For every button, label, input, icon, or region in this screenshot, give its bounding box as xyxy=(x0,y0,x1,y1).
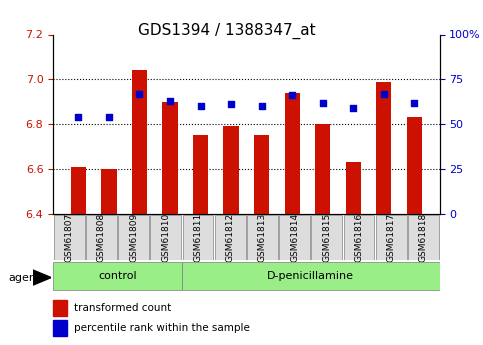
Polygon shape xyxy=(33,270,51,285)
FancyBboxPatch shape xyxy=(183,215,213,259)
Point xyxy=(411,100,418,106)
Text: GSM61815: GSM61815 xyxy=(322,213,331,262)
Bar xyxy=(315,124,330,214)
Text: GSM61808: GSM61808 xyxy=(97,213,106,262)
Bar xyxy=(284,93,300,214)
FancyBboxPatch shape xyxy=(408,215,439,259)
Bar xyxy=(162,102,178,214)
Bar xyxy=(376,81,391,214)
FancyBboxPatch shape xyxy=(182,262,440,290)
FancyBboxPatch shape xyxy=(86,215,117,259)
Bar xyxy=(407,117,422,214)
Text: GSM61817: GSM61817 xyxy=(387,213,396,262)
Text: GDS1394 / 1388347_at: GDS1394 / 1388347_at xyxy=(138,22,316,39)
Text: agent: agent xyxy=(9,273,41,283)
Text: GSM61814: GSM61814 xyxy=(290,213,299,262)
Bar xyxy=(193,135,208,214)
Text: GSM61813: GSM61813 xyxy=(258,213,267,262)
Bar xyxy=(101,169,116,214)
FancyBboxPatch shape xyxy=(53,262,182,290)
FancyBboxPatch shape xyxy=(279,215,310,259)
Point xyxy=(380,91,388,97)
Bar xyxy=(254,135,269,214)
Text: percentile rank within the sample: percentile rank within the sample xyxy=(74,323,250,333)
Bar xyxy=(71,167,86,214)
FancyBboxPatch shape xyxy=(150,215,181,259)
FancyBboxPatch shape xyxy=(247,215,278,259)
Point xyxy=(227,102,235,107)
Text: transformed count: transformed count xyxy=(74,303,171,313)
Bar xyxy=(53,300,68,316)
Point xyxy=(74,114,82,120)
Point xyxy=(349,105,357,111)
Text: GSM61810: GSM61810 xyxy=(161,213,170,262)
Text: GSM61807: GSM61807 xyxy=(65,213,74,262)
Text: GSM61816: GSM61816 xyxy=(355,213,364,262)
FancyBboxPatch shape xyxy=(54,215,85,259)
Bar xyxy=(132,70,147,214)
Point xyxy=(258,104,266,109)
FancyBboxPatch shape xyxy=(215,215,246,259)
FancyBboxPatch shape xyxy=(343,215,374,259)
FancyBboxPatch shape xyxy=(376,215,407,259)
Point xyxy=(319,100,327,106)
Text: GSM61812: GSM61812 xyxy=(226,213,235,262)
Bar xyxy=(346,162,361,214)
Point xyxy=(105,114,113,120)
FancyBboxPatch shape xyxy=(312,215,342,259)
Text: GSM61818: GSM61818 xyxy=(419,213,428,262)
Bar xyxy=(53,320,68,336)
Point xyxy=(166,98,174,104)
Text: GSM61809: GSM61809 xyxy=(129,213,138,262)
Text: GSM61811: GSM61811 xyxy=(194,213,202,262)
Point xyxy=(136,91,143,97)
Bar xyxy=(224,126,239,214)
Text: control: control xyxy=(98,271,137,281)
Point xyxy=(197,104,204,109)
FancyBboxPatch shape xyxy=(118,215,149,259)
Text: D-penicillamine: D-penicillamine xyxy=(267,271,354,281)
Point xyxy=(288,93,296,98)
